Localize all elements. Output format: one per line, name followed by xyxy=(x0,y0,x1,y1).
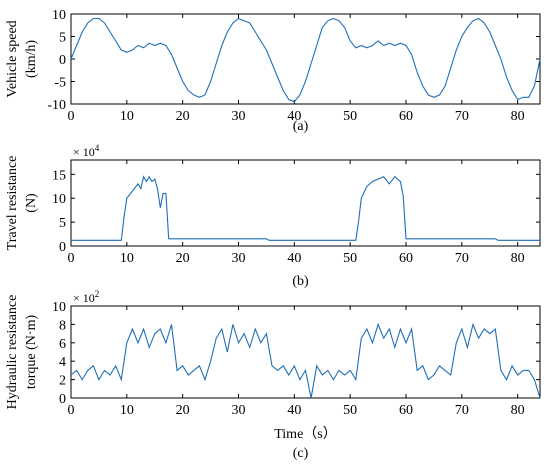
x-tick-label: 10 xyxy=(120,403,134,418)
y-tick-label: 10 xyxy=(52,8,66,23)
y-axis-label: (km/h) xyxy=(24,40,39,78)
plot-frame xyxy=(70,13,541,105)
x-tick-label: 20 xyxy=(176,403,190,418)
x-tick-label: 60 xyxy=(399,109,413,124)
x-tick-label: 30 xyxy=(232,109,246,124)
x-tick-label: 50 xyxy=(343,403,357,418)
x-tick-label: 80 xyxy=(511,109,525,124)
x-tick-label: 70 xyxy=(455,251,469,266)
x-tick-label: 30 xyxy=(232,251,246,266)
x-tick-label: 80 xyxy=(511,403,525,418)
plot-frame xyxy=(70,159,541,247)
y-tick-label: 15 xyxy=(52,168,66,183)
y-tick-label: -5 xyxy=(54,76,66,91)
y-tick-label: 0 xyxy=(59,240,66,255)
x-tick-label: 20 xyxy=(176,251,190,266)
y-tick-label: 6 xyxy=(59,337,66,352)
data-line xyxy=(71,175,540,241)
x-tick-label: 10 xyxy=(120,251,134,266)
y-multiplier-exp: 2 xyxy=(95,289,100,299)
y-tick-label: 10 xyxy=(52,192,66,207)
subplot-caption: (b) xyxy=(292,274,309,289)
x-tick-label: 60 xyxy=(399,251,413,266)
x-tick-label: 0 xyxy=(68,109,75,124)
y-tick-label: 0 xyxy=(59,392,66,407)
y-multiplier-exp: 4 xyxy=(95,143,100,153)
x-tick-label: 40 xyxy=(287,403,301,418)
y-multiplier: × 102 xyxy=(73,289,99,305)
x-tick-label: 0 xyxy=(68,403,75,418)
y-tick-label: 10 xyxy=(52,300,66,315)
x-tick-label: 80 xyxy=(511,251,525,266)
y-multiplier-base: × 10 xyxy=(73,291,95,305)
data-line xyxy=(70,322,541,399)
x-tick-label: 20 xyxy=(176,109,190,124)
y-axis-label: Travel resistance xyxy=(5,156,20,251)
y-multiplier: × 104 xyxy=(73,143,100,159)
y-tick-label: -10 xyxy=(47,98,66,113)
subplot-caption: (c) xyxy=(293,446,309,461)
x-tick-label: 0 xyxy=(68,251,75,266)
y-axis-label: torque (N·m) xyxy=(24,315,39,390)
y-tick-label: 5 xyxy=(59,216,66,231)
x-axis-label: Time（s） xyxy=(274,426,337,442)
y-axis-label: (N) xyxy=(24,193,39,213)
x-tick-label: 30 xyxy=(232,403,246,418)
x-tick-label: 40 xyxy=(287,109,301,124)
y-tick-label: 4 xyxy=(59,355,66,370)
x-tick-label: 50 xyxy=(343,109,357,124)
x-tick-label: 70 xyxy=(455,403,469,418)
y-tick-label: 8 xyxy=(59,318,66,333)
x-tick-label: 50 xyxy=(343,251,357,266)
y-multiplier-base: × 10 xyxy=(73,145,95,159)
subplot-caption: (a) xyxy=(293,119,309,134)
y-tick-label: 0 xyxy=(59,53,66,68)
x-tick-label: 60 xyxy=(399,403,413,418)
y-axis-label: Vehicle speed xyxy=(5,20,20,97)
y-tick-label: 5 xyxy=(59,31,66,46)
y-axis-label: Hydraulic resistance xyxy=(5,295,20,410)
plot-frame xyxy=(70,305,541,399)
x-tick-label: 10 xyxy=(120,109,134,124)
y-tick-label: 2 xyxy=(59,374,66,389)
x-tick-label: 40 xyxy=(287,251,301,266)
data-line xyxy=(70,17,541,103)
x-tick-label: 70 xyxy=(455,109,469,124)
